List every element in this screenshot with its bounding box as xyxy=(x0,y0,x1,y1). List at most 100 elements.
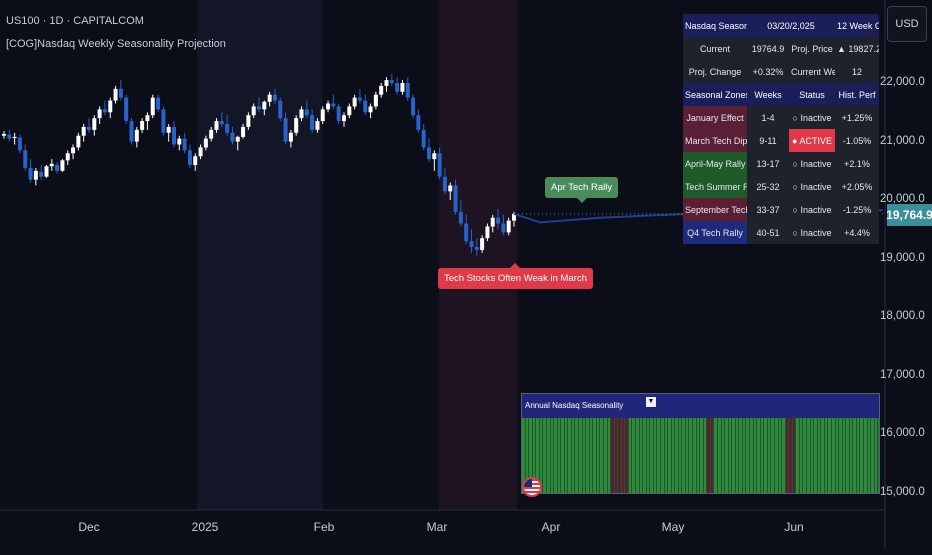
zone-status: ○ Inactive xyxy=(789,175,836,198)
heatmap-week-cell xyxy=(778,418,783,493)
indicator-title[interactable]: [COG]Nasdaq Weekly Seasonality Projectio… xyxy=(6,38,226,50)
candle-body xyxy=(235,136,240,142)
price-tick-label: 18,000.0 xyxy=(880,310,925,323)
candle-body xyxy=(294,118,299,133)
candle-body xyxy=(342,115,346,122)
heatmap-week-cell xyxy=(685,418,690,493)
march-shade-band xyxy=(439,0,517,510)
candle-body xyxy=(437,153,442,177)
candle-body xyxy=(283,118,288,142)
candle-body xyxy=(267,94,272,102)
zone-perf: -1.25% xyxy=(835,198,880,221)
heatmap-week-cell xyxy=(782,418,786,493)
heatmap-week-cell xyxy=(539,418,544,493)
candle-body xyxy=(400,83,405,92)
heatmap-week-cell xyxy=(628,418,633,493)
candle-body xyxy=(320,109,325,122)
seasonality-table: Nasdaq Seasonality 03/20/2,025 12 Week O… xyxy=(683,14,880,244)
heatmap-week-cell xyxy=(792,418,797,493)
heatmap-week-cell xyxy=(867,418,872,493)
heatmap-week-cell xyxy=(596,418,601,493)
table-date: 03/20/2,025 xyxy=(747,14,836,37)
heatmap-week-cell xyxy=(525,418,530,493)
symbol-title[interactable]: US100 · 1D · CAPITALCOM xyxy=(6,15,144,27)
candle-body xyxy=(214,121,219,130)
candle-body xyxy=(150,97,155,116)
heatmap-week-cell xyxy=(785,418,790,493)
heatmap-week-cell xyxy=(675,418,679,493)
heatmap-week-cell xyxy=(532,418,537,493)
price-tick-label: 19,000.0 xyxy=(880,251,925,264)
heatmap-week-cell xyxy=(757,418,761,493)
time-tick-label: Feb xyxy=(313,520,335,534)
candle-body xyxy=(448,185,453,192)
heatmap-week-cell xyxy=(732,418,736,493)
zone-row: March Tech Dip 9-11 ● ACTIVE -1.05% xyxy=(683,129,880,152)
candle-body xyxy=(92,118,97,130)
heatmap-week-cell xyxy=(653,418,658,493)
price-tick-label: 22,000.0 xyxy=(880,76,925,88)
heatmap-week-cell xyxy=(682,418,686,493)
heatmap-week-cell xyxy=(710,418,715,493)
zone-perf: -1.05% xyxy=(835,129,880,152)
heatmap-week-cell xyxy=(871,418,875,493)
candle-body xyxy=(76,135,81,148)
zone-perf: +2.1% xyxy=(835,152,880,175)
table-title: Nasdaq Seasonality xyxy=(683,14,747,37)
candle-body xyxy=(102,109,107,113)
heatmap-week-cell xyxy=(564,418,569,493)
candle-body xyxy=(458,211,463,224)
candle-body xyxy=(241,126,246,137)
currency-button[interactable]: USD xyxy=(887,6,927,42)
heatmap-week-cell xyxy=(807,418,811,493)
candle-body xyxy=(177,138,182,145)
heatmap-header: Annual Nasdaq Seasonality ▼ xyxy=(522,394,879,418)
current-price-tag: 19,764.9 xyxy=(886,204,932,226)
heatmap-week-cell xyxy=(550,418,555,493)
table-header-row: Seasonal Zones Weeks Status Hist. Perf xyxy=(683,83,880,106)
candle-body xyxy=(469,241,474,247)
candle-body xyxy=(299,109,304,119)
heatmap-week-cell xyxy=(689,418,693,493)
zone-row: Q4 Tech Rally 40-51 ○ Inactive +4.4% xyxy=(683,221,880,244)
candle-body xyxy=(405,83,410,98)
candle-body xyxy=(113,88,118,101)
heatmap-week-cell xyxy=(849,418,854,493)
heatmap-week-cell xyxy=(668,418,672,493)
candle-body xyxy=(39,172,44,177)
candle-body xyxy=(251,106,256,116)
price-tick-label: 17,000.0 xyxy=(880,368,925,381)
candle-body xyxy=(432,153,437,160)
candle-body xyxy=(352,97,357,107)
current-week-value: 12 xyxy=(835,60,880,83)
candle-body xyxy=(230,132,235,142)
candle-body xyxy=(384,80,389,86)
heatmap-week-cell xyxy=(529,418,533,493)
zone-weeks: 1-4 xyxy=(747,106,789,129)
candle-body xyxy=(81,126,86,136)
heatmap-week-cell xyxy=(700,418,704,493)
heatmap-week-cell xyxy=(774,418,779,493)
time-tick-label: Mar xyxy=(426,520,448,534)
heatmap-week-cell xyxy=(835,418,840,493)
heatmap-week-cell xyxy=(831,418,836,493)
zone-status: ○ Inactive xyxy=(789,106,836,129)
heatmap-cells xyxy=(522,418,879,493)
table-change-row: Proj. Change +0.32% Current Week 12 xyxy=(683,60,880,83)
candle-body xyxy=(108,100,113,113)
heatmap-week-cell xyxy=(536,418,540,493)
candle-body xyxy=(453,185,458,212)
zone-perf: +2.05% xyxy=(835,175,880,198)
candle-body xyxy=(225,124,230,133)
candle-body xyxy=(246,115,251,127)
heatmap-week-cell xyxy=(864,418,868,493)
heatmap-week-cell xyxy=(561,418,565,493)
zone-perf: +4.4% xyxy=(835,221,880,244)
heatmap-week-cell xyxy=(571,418,576,493)
heatmap-week-cell xyxy=(522,418,526,493)
zone-name: Q4 Tech Rally xyxy=(683,221,747,244)
heatmap-week-cell xyxy=(767,418,772,493)
current-week-marker-icon: ▼ xyxy=(646,397,656,407)
